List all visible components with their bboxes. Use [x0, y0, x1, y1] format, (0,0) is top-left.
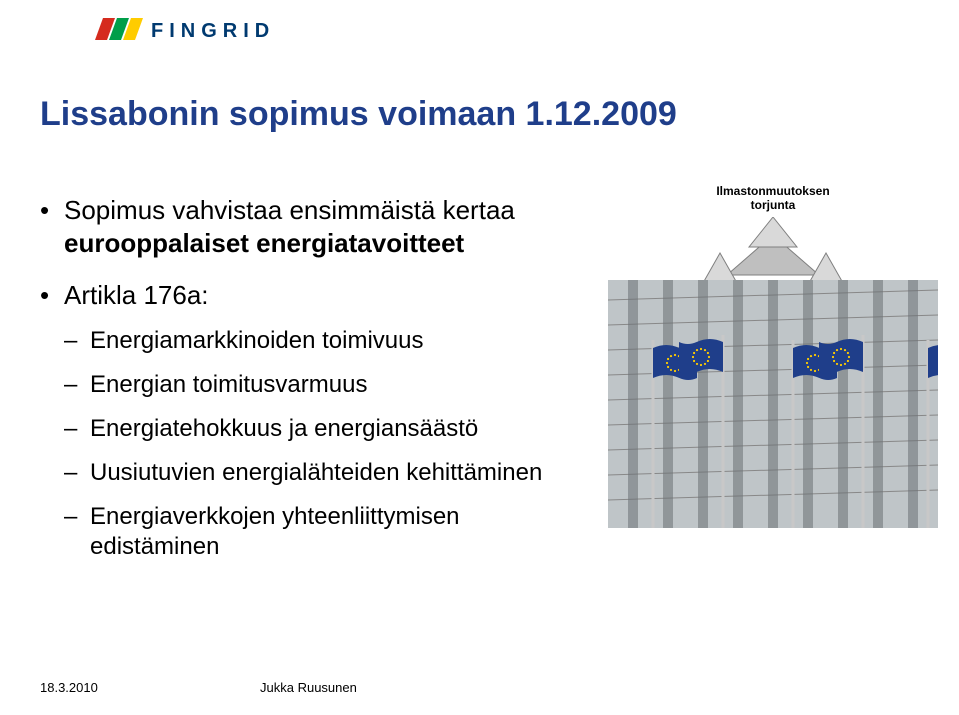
content-area: Sopimus vahvistaa ensimmäistä kertaa eur… [40, 194, 590, 582]
bullet-1-prefix: Sopimus vahvistaa ensimmäistä kertaa [64, 195, 515, 225]
footer-author: Jukka Ruusunen [260, 680, 357, 695]
sub-list: Energiamarkkinoiden toimivuus Energian t… [64, 326, 590, 562]
bullet-2-prefix: Artikla 176a: [64, 280, 209, 310]
footer-date: 18.3.2010 [40, 680, 98, 695]
bullet-2: Artikla 176a: Energiamarkkinoiden toimiv… [40, 279, 590, 562]
sub-4: Uusiutuvien energialähteiden kehittämine… [64, 458, 590, 488]
logo-mark [95, 18, 143, 45]
bullet-1-bold: eurooppalaiset energiatavoitteet [64, 228, 464, 258]
building-photo [608, 280, 938, 528]
sub-2: Energian toimitusvarmuus [64, 370, 590, 400]
triangle-top-label: Ilmastonmuutoksentorjunta [608, 184, 938, 213]
triangle-shape [703, 217, 843, 283]
slide-title: Lissabonin sopimus voimaan 1.12.2009 [40, 95, 677, 134]
main-list: Sopimus vahvistaa ensimmäistä kertaa eur… [40, 194, 590, 562]
logo: FINGRID [95, 18, 275, 45]
logo-text: FINGRID [151, 20, 275, 43]
sub-3: Energiatehokkuus ja energiansäästö [64, 414, 590, 444]
sub-5: Energiaverkkojen yhteenliittymisen edist… [64, 502, 590, 562]
bullet-1: Sopimus vahvistaa ensimmäistä kertaa eur… [40, 194, 590, 259]
sub-1: Energiamarkkinoiden toimivuus [64, 326, 590, 356]
